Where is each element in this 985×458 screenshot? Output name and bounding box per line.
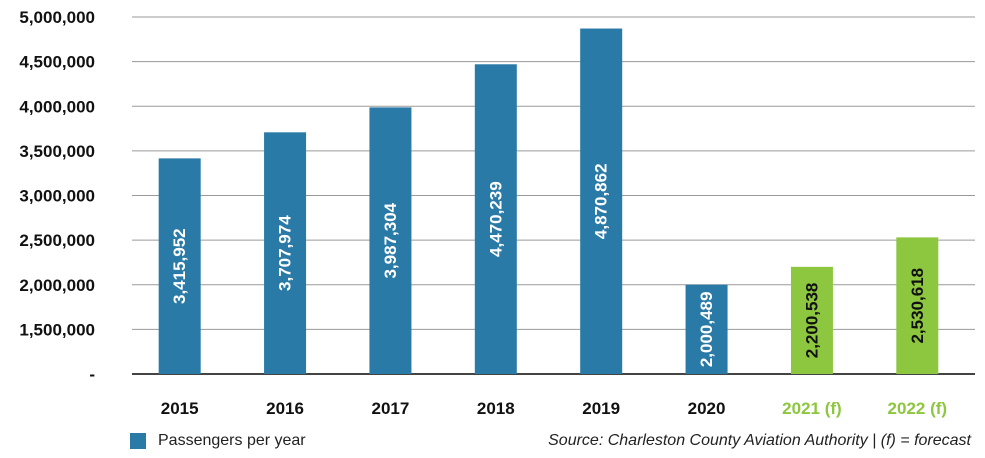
bar-value-label: 3,707,974 — [276, 215, 295, 291]
y-tick-label: 2,500,000 — [19, 231, 95, 250]
bar — [264, 132, 307, 374]
bar-value-label: 2,530,618 — [908, 268, 927, 344]
bar — [369, 107, 412, 374]
x-axis-ticks: 2015 2016 2017 2018 2019 2020 2021 (f) 2022 (f) — [161, 399, 947, 418]
bar-value-label: 3,415,952 — [170, 228, 189, 304]
y-tick-label: 4,500,000 — [19, 53, 95, 72]
y-tick-label: 3,000,000 — [19, 187, 95, 206]
x-tick-label: 2022 (f) — [888, 399, 948, 418]
x-tick-label: 2020 — [688, 399, 726, 418]
bar — [580, 28, 623, 374]
x-tick-label: 2015 — [161, 399, 199, 418]
y-tick-label: 2,000,000 — [19, 276, 95, 295]
legend-label: Passengers per year — [158, 432, 306, 449]
y-axis-ticks: - 1,500,000 2,000,000 2,500,000 3,000,000 3,5… — [19, 8, 95, 384]
y-tick-label: - — [89, 365, 95, 384]
bar-value-label: 4,870,862 — [592, 163, 611, 239]
y-tick-label: 4,000,000 — [19, 97, 95, 116]
source-note: Source: Charleston County Aviation Autho… — [548, 432, 971, 449]
y-tick-label: 3,500,000 — [19, 142, 95, 161]
x-tick-label: 2021 (f) — [782, 399, 842, 418]
bar-value-label: 2,200,538 — [802, 283, 821, 359]
bar — [685, 284, 728, 374]
bar-value-label: 2,000,489 — [697, 292, 716, 368]
y-tick-label: 5,000,000 — [19, 8, 95, 27]
y-tick-label: 1,500,000 — [19, 320, 95, 339]
bar-value-label: 4,470,239 — [486, 181, 505, 257]
bar — [790, 266, 833, 374]
legend-swatch — [130, 433, 146, 449]
x-tick-label: 2019 — [582, 399, 620, 418]
bar — [474, 64, 517, 375]
x-tick-label: 2016 — [266, 399, 304, 418]
bar — [896, 237, 939, 374]
bar — [158, 158, 201, 374]
data-labels: 3,415,952 3,707,974 3,987,304 4,470,239 4,87… — [170, 163, 927, 367]
bar-value-label: 3,987,304 — [381, 202, 400, 278]
gridlines — [132, 16, 975, 375]
x-tick-label: 2018 — [477, 399, 515, 418]
legend: Passengers per year — [130, 432, 306, 450]
bars — [158, 28, 939, 375]
bar-chart: - 1,500,000 2,000,000 2,500,000 3,000,000 3,5… — [19, 8, 975, 418]
x-tick-label: 2017 — [372, 399, 410, 418]
